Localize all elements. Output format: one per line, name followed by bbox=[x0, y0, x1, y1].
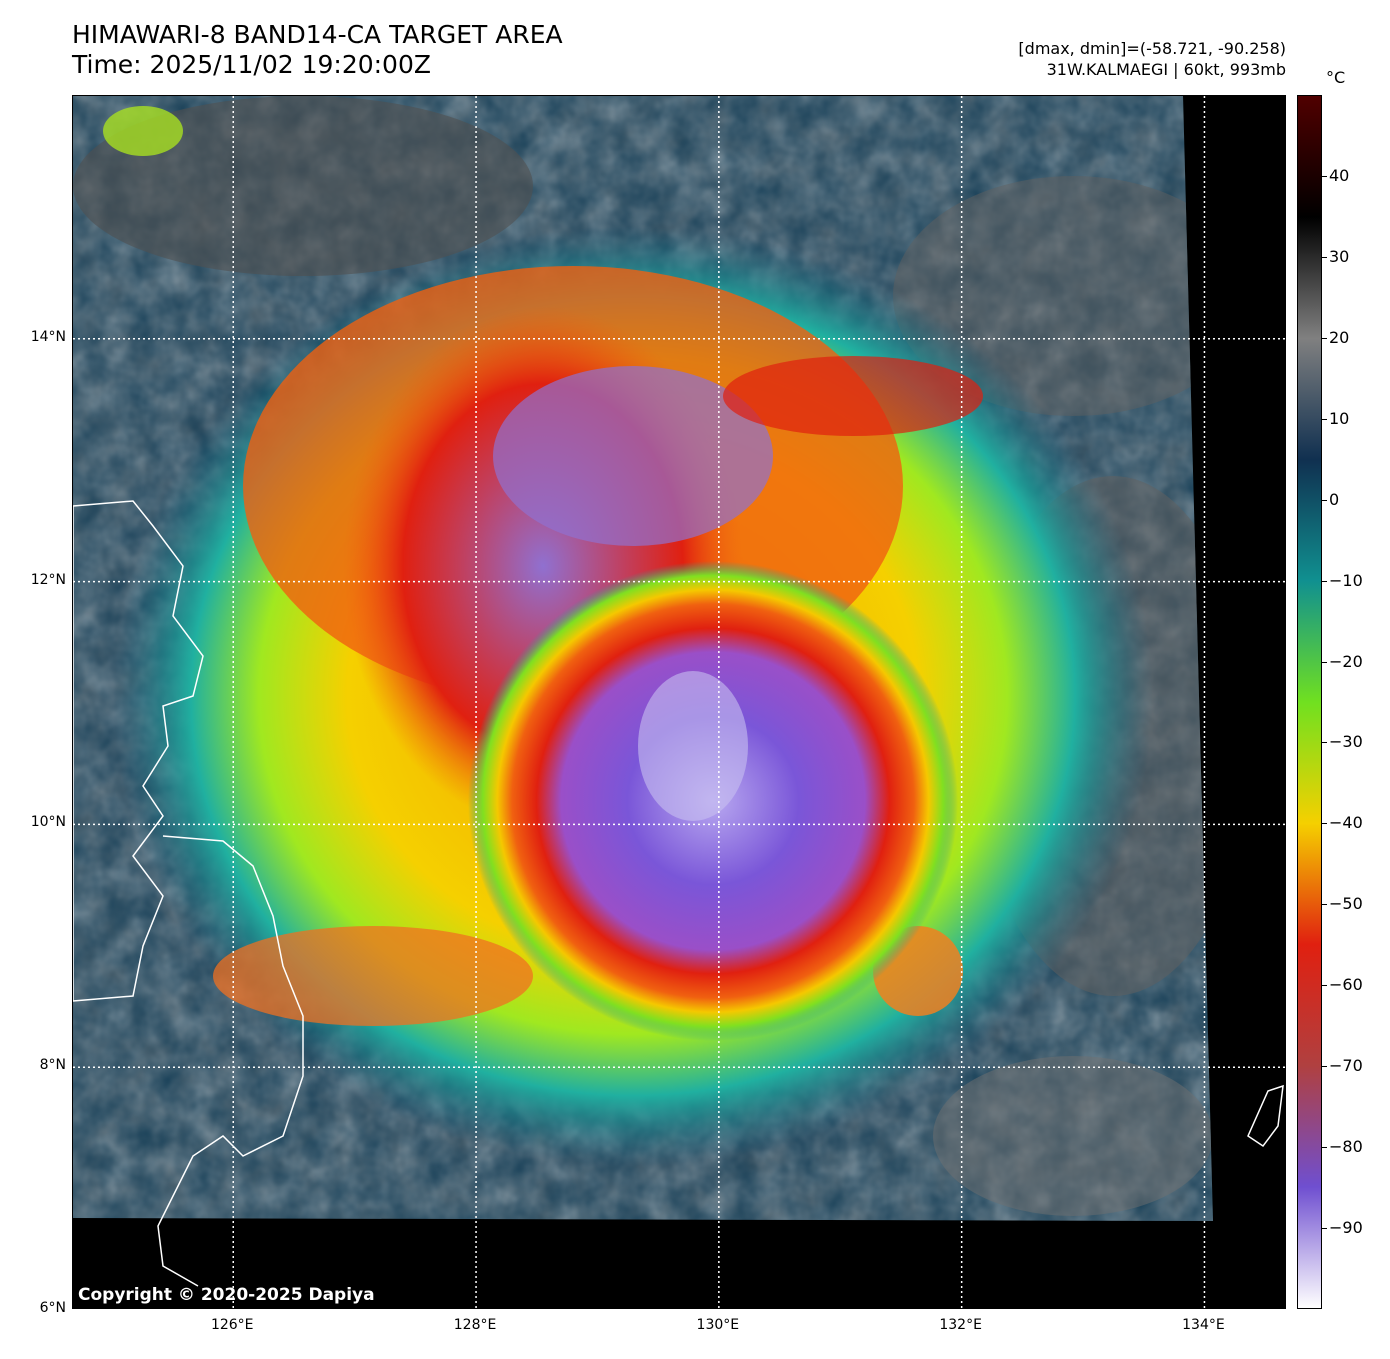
colorbar-tick bbox=[1322, 1228, 1327, 1230]
colorbar-tick bbox=[1322, 1147, 1327, 1149]
colorbar-tick bbox=[1322, 985, 1327, 987]
colorbar-tick-label: −10 bbox=[1329, 570, 1363, 590]
latitude-label: 10°N bbox=[30, 814, 66, 831]
colorbar-tick-label: −90 bbox=[1329, 1218, 1363, 1238]
colorbar-tick-label: −50 bbox=[1329, 894, 1363, 914]
colorbar-tick bbox=[1322, 661, 1327, 663]
chart-title: HIMAWARI-8 BAND14-CA TARGET AREA Time: 2… bbox=[72, 20, 563, 80]
colorbar-tick bbox=[1322, 580, 1327, 582]
mindanao-coastline bbox=[157, 835, 304, 1287]
philippines-coastline bbox=[73, 500, 204, 1002]
colorbar-tick-label: −80 bbox=[1329, 1137, 1363, 1157]
colorbar-tick-label: −70 bbox=[1329, 1056, 1363, 1076]
colorbar-tick-label: 10 bbox=[1329, 408, 1350, 428]
colorbar-tick bbox=[1322, 418, 1327, 420]
colorbar-unit: °C bbox=[1326, 68, 1346, 87]
colorbar-tick bbox=[1322, 904, 1327, 906]
colorbar-tick-label: 40 bbox=[1329, 165, 1350, 185]
storm-intensity-text: 31W.KALMAEGI | 60kt, 993mb bbox=[1046, 60, 1286, 79]
colorbar-tick-label: −30 bbox=[1329, 732, 1363, 752]
colorbar-tick-label: 30 bbox=[1329, 246, 1350, 266]
temperature-range-text: [dmax, dmin]=(-58.721, -90.258) bbox=[1018, 39, 1286, 58]
colorbar-tick bbox=[1322, 823, 1327, 825]
title-line-2: Time: 2025/11/02 19:20:00Z bbox=[72, 50, 431, 79]
latitude-label: 12°N bbox=[30, 571, 66, 588]
colorbar-tick bbox=[1322, 256, 1327, 258]
colorbar-tick bbox=[1322, 175, 1327, 177]
colorbar-tick-label: −60 bbox=[1329, 975, 1363, 995]
colorbar-tick-label: −20 bbox=[1329, 651, 1363, 671]
colorbar-tick-label: −40 bbox=[1329, 813, 1363, 833]
colorbar-tick-label: 0 bbox=[1329, 489, 1340, 509]
colorbar-tick bbox=[1322, 337, 1327, 339]
longitude-label: 130°E bbox=[696, 1317, 740, 1333]
longitude-label: 126°E bbox=[210, 1317, 254, 1333]
lat-lon-grid bbox=[73, 96, 1285, 1308]
storm-info: [dmax, dmin]=(-58.721, -90.258) 31W.KALM… bbox=[1018, 38, 1286, 80]
longitude-label: 128°E bbox=[453, 1317, 497, 1333]
colorbar-tick bbox=[1322, 499, 1327, 501]
satellite-map[interactable]: Copyright © 2020-2025 Dapiya bbox=[72, 95, 1286, 1309]
colorbar-tick bbox=[1322, 1066, 1327, 1068]
latitude-label: 8°N bbox=[39, 1057, 66, 1074]
island-coastline bbox=[1247, 1084, 1284, 1148]
temperature-colorbar bbox=[1297, 95, 1322, 1309]
longitude-label: 134°E bbox=[1182, 1317, 1225, 1333]
copyright-text: Copyright © 2020-2025 Dapiya bbox=[78, 1285, 375, 1305]
satellite-image bbox=[73, 96, 1285, 1308]
title-line-1: HIMAWARI-8 BAND14-CA TARGET AREA bbox=[72, 20, 563, 49]
latitude-label: 14°N bbox=[30, 328, 66, 345]
colorbar-tick-label: 20 bbox=[1329, 327, 1350, 347]
latitude-label: 6°N bbox=[39, 1300, 66, 1316]
longitude-label: 132°E bbox=[939, 1317, 982, 1333]
colorbar-tick bbox=[1322, 742, 1327, 744]
